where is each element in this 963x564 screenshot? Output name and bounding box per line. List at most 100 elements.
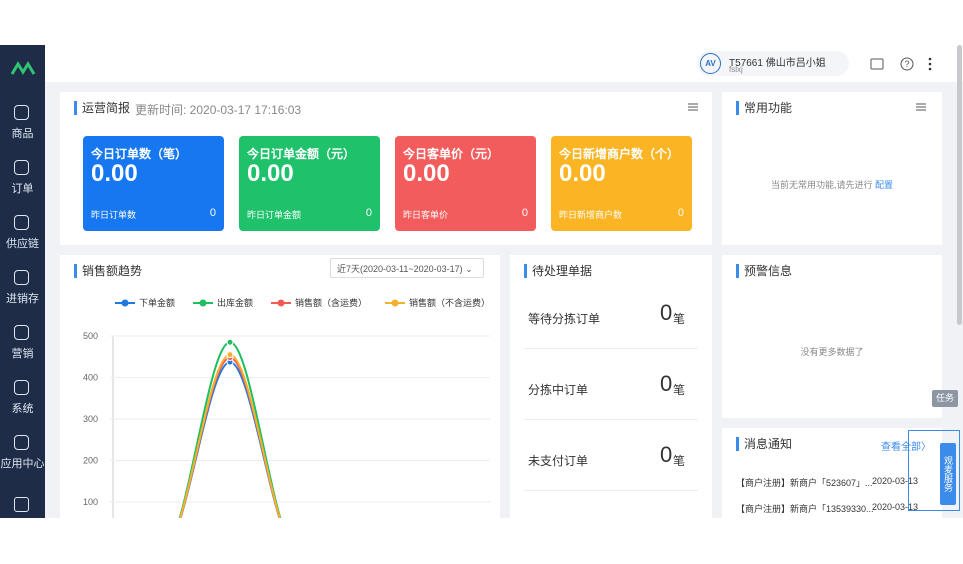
warning-panel: 预警信息 没有更多数据了	[722, 255, 942, 418]
panel-title: 预警信息	[736, 264, 792, 278]
card-title: 今日订单数（笔）	[91, 147, 188, 161]
divider	[524, 419, 698, 420]
legend-label: 销售额（不含运费）	[409, 297, 490, 308]
message-date: 2020-03-13	[872, 502, 919, 512]
panel-title: 待处理单据	[524, 264, 592, 278]
kpi-card[interactable]: 今日客单价（元） 0.00 昨日客单价 0	[395, 136, 536, 231]
message-text[interactable]: 【商户注册】新商户「13539330...	[736, 504, 874, 514]
nav-label[interactable]: 系统	[11, 403, 34, 415]
updated-time: 更新时间: 2020-03-17 17:16:03	[135, 103, 302, 117]
card-footer-label: 昨日订单金额	[247, 210, 302, 220]
empty-text: 当前无常用功能,请先进行	[770, 180, 873, 190]
nav-label[interactable]: 营销	[11, 348, 34, 360]
data-point	[226, 351, 234, 359]
nav-icon[interactable]	[14, 325, 29, 340]
pending-unit: 笔	[673, 454, 686, 468]
series-line	[179, 353, 281, 518]
panel-title: 常用功能	[736, 101, 792, 115]
service-box: 观麦服务	[908, 430, 960, 511]
series-line	[179, 361, 281, 518]
message-panel: 消息通知 查看全部〉 【商户注册】新商户「523607」... 2020-03-1…	[722, 428, 942, 518]
card-footer-value: 0	[677, 207, 684, 219]
nav-icon[interactable]	[14, 105, 29, 120]
legend-label: 销售额（含运费）	[295, 297, 367, 308]
scrollbar	[957, 45, 962, 325]
pending-label: 未支付订单	[528, 454, 589, 468]
series-line	[179, 356, 281, 518]
nav-icon[interactable]	[14, 160, 29, 175]
pending-unit: 笔	[673, 312, 686, 326]
sidebar: 商品订单供应链进销存营销系统应用中心	[0, 45, 45, 518]
pending-panel: 待处理单据 等待分拣订单 0 笔分拣中订单 0 笔未支付订单 0 笔	[510, 255, 712, 518]
card-value: 0.00	[403, 160, 450, 187]
divider	[524, 490, 698, 491]
panel-title: 运营简报	[74, 101, 130, 115]
message-text[interactable]: 【商户注册】新商户「523607」...	[736, 478, 873, 488]
card-footer-value: 0	[521, 207, 528, 219]
view-all-text: 查看全部	[881, 442, 921, 453]
svg-text:?: ?	[904, 59, 909, 69]
empty-text: 没有更多数据了	[800, 347, 864, 357]
task-tag[interactable]: 任务	[932, 390, 958, 407]
card-value: 0.00	[91, 160, 138, 187]
card-footer-label: 昨日订单数	[91, 210, 137, 220]
line-chart: 100 200 300 400 500 下单金额 出库金额 销售额（含运费） 销售额（不含运费）	[83, 297, 490, 518]
nav-icon[interactable]	[14, 270, 29, 285]
overview-panel: 运营简报 更新时间: 2020-03-17 17:16:03 今日订单数（笔） 0…	[60, 92, 712, 245]
service-button[interactable]: 观麦服务	[940, 443, 956, 505]
pending-count: 0	[660, 371, 673, 396]
pending-count: 0	[660, 442, 673, 467]
settings-icon[interactable]	[915, 101, 927, 113]
data-point	[226, 338, 234, 346]
nav-label[interactable]: 应用中心	[0, 458, 45, 470]
empty-text: 当前无常用功能,请先进行 配置	[722, 178, 942, 191]
y-tick-label: 100	[83, 497, 98, 507]
nav-icon[interactable]	[14, 380, 29, 395]
legend-dot	[199, 299, 207, 307]
settings-icon[interactable]	[687, 101, 699, 113]
view-all[interactable]: 查看全部〉	[881, 442, 931, 453]
card-value: 0.00	[247, 160, 294, 187]
divider	[524, 348, 698, 349]
kpi-card[interactable]: 今日订单数（笔） 0.00 昨日订单数 0	[83, 136, 224, 231]
logo	[10, 61, 36, 75]
legend-label: 出库金额	[217, 297, 253, 308]
pending-unit: 笔	[673, 383, 686, 397]
header-icons[interactable]: ?	[870, 57, 940, 73]
user-id: fslxj	[729, 65, 743, 74]
message-date: 2020-03-13	[872, 476, 919, 486]
user-name: T57661 佛山市吕小姐	[729, 58, 826, 69]
kpi-card[interactable]: 今日新增商户数（个） 0.00 昨日新增商户数 0	[551, 136, 692, 231]
legend-dot	[121, 299, 129, 307]
legend-dot	[391, 299, 399, 307]
card-footer-value: 0	[209, 207, 216, 219]
card-title: 今日客单价（元）	[403, 147, 500, 161]
panel-title: 销售额趋势	[74, 264, 142, 278]
card-footer-label: 昨日客单价	[403, 210, 449, 220]
series-line	[178, 341, 282, 518]
common-panel: 常用功能 当前无常用功能,请先进行 配置	[722, 92, 942, 245]
nav-icon[interactable]	[14, 435, 29, 450]
topbar: AV T57661 佛山市吕小姐 fslxj ?	[45, 45, 963, 82]
y-tick-label: 400	[83, 373, 98, 383]
card-footer-label: 昨日新增商户数	[559, 210, 623, 220]
user-chip[interactable]: AV T57661 佛山市吕小姐 fslxj	[697, 51, 849, 76]
nav-label[interactable]: 进销存	[6, 293, 39, 305]
kpi-card[interactable]: 今日订单金额（元） 0.00 昨日订单金额 0	[239, 136, 380, 231]
pending-count: 0	[660, 300, 673, 325]
legend-label: 下单金额	[139, 297, 175, 308]
y-tick-label: 200	[83, 456, 98, 466]
card-value: 0.00	[559, 160, 606, 187]
nav-label[interactable]: 商品	[11, 128, 34, 140]
y-tick-label: 500	[83, 331, 98, 341]
range-select[interactable]: 近7天(2020-03-11~2020-03-17) ⌄	[330, 258, 484, 278]
nav-icon[interactable]	[14, 215, 29, 230]
config-link[interactable]: 配置	[875, 180, 894, 190]
app: 商品订单供应链进销存营销系统应用中心 AV T57661 佛山市吕小姐 fslx…	[0, 45, 963, 518]
card-title: 今日订单金额（元）	[247, 147, 356, 161]
trend-panel: 销售额趋势 近7天(2020-03-11~2020-03-17) ⌄ 100 20…	[60, 255, 500, 518]
nav-label[interactable]: 订单	[11, 183, 34, 195]
nav-label[interactable]: 供应链	[6, 238, 39, 250]
nav-icon[interactable]	[14, 497, 29, 512]
